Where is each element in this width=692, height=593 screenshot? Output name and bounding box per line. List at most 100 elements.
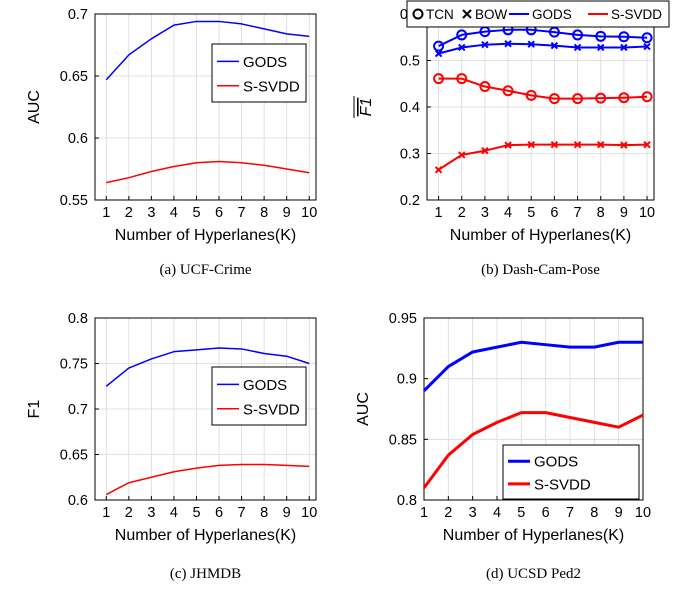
- y-tick-label: 0.65: [60, 448, 88, 464]
- data-point-x: [504, 141, 512, 149]
- legend-label: S-SVDD: [611, 7, 662, 22]
- chart-caption: (c) JHMDB: [170, 566, 241, 582]
- x-tick-label: 9: [283, 205, 291, 221]
- legend: TCN BOW GODS S-SVDD: [406, 0, 670, 28]
- data-point-circle: [548, 93, 560, 105]
- data-point-x: [620, 141, 628, 149]
- series-line-2: [438, 77, 648, 100]
- chart-caption: (d) UCSD Ped2: [486, 566, 581, 582]
- plot-frame: [423, 317, 644, 501]
- x-tick-label: 9: [283, 505, 291, 521]
- data-point-x: [481, 147, 489, 155]
- data-point-circle: [641, 32, 653, 44]
- x-tick-label: 4: [493, 505, 501, 521]
- data-point-circle: [641, 91, 653, 103]
- y-tick-label: 0.75: [60, 357, 88, 373]
- x-tick-label: 8: [597, 205, 605, 221]
- x-tick-label: 1: [102, 505, 110, 521]
- y-tick-label: 0.4: [400, 100, 420, 116]
- x-tick-label: 6: [542, 505, 550, 521]
- y-tick-label: 0.95: [389, 311, 417, 327]
- x-tick-label: 2: [125, 505, 133, 521]
- x-tick-label: 2: [125, 205, 133, 221]
- data-point-x: [458, 43, 466, 52]
- x-axis-label: Number of Hyperlanes(K): [450, 227, 631, 244]
- series-line-1: [438, 42, 648, 55]
- legend-label: S-SVDD: [243, 401, 300, 418]
- data-point-circle: [595, 92, 607, 104]
- legend-label: BOW: [475, 7, 508, 22]
- legend: GODS S-SVDD: [211, 43, 307, 103]
- x-tick-label: 2: [458, 205, 466, 221]
- legend-label: S-SVDD: [534, 476, 591, 493]
- y-tick-label: 0.85: [389, 432, 417, 448]
- x-tick-label: 9: [620, 205, 628, 221]
- y-tick-label: 0.5: [400, 54, 420, 70]
- data-point-x: [550, 41, 559, 50]
- y-axis-label: AUC: [355, 392, 372, 426]
- y-tick-label: 0.7: [68, 402, 88, 418]
- x-tick-label: 7: [238, 205, 246, 221]
- legend: GODS S-SVDD: [502, 444, 640, 500]
- data-point-x: [504, 40, 512, 48]
- x-tick-label: 4: [170, 205, 178, 221]
- x-tick-label: 7: [238, 505, 246, 521]
- legend-box: [406, 0, 670, 28]
- series-line-0: [105, 20, 310, 81]
- legend-box: [211, 366, 307, 426]
- x-tick-label: 5: [192, 205, 200, 221]
- chart-panel-d: 1 2 3 4 5 6 7 8 9 10 0.8 0.85 0.9 0.95 Number of Hyper…: [355, 311, 651, 582]
- y-tick-label: 0.8: [397, 493, 417, 509]
- x-axis-label: Number of Hyperlanes(K): [115, 527, 296, 544]
- x-tick-label: 7: [574, 205, 582, 221]
- data-point-circle: [572, 29, 584, 41]
- series-line-1: [106, 160, 310, 184]
- x-tick-label: 2: [444, 505, 452, 521]
- data-point-x: [481, 40, 489, 49]
- x-tick-label: 10: [635, 505, 651, 521]
- x-tick-label: 8: [260, 205, 268, 221]
- chart-panel-c: 1 2 3 4 5 6 7 8 9 10 0.6 0.65 0.7 0.75 0.8 Number of Hy…: [26, 311, 317, 582]
- x-tick-label: 3: [147, 205, 155, 221]
- x-tick-label: 6: [550, 205, 558, 221]
- legend-label: GODS: [534, 454, 578, 471]
- data-point-x: [620, 43, 628, 52]
- data-point-circle: [456, 73, 468, 85]
- x-tick-label: 9: [615, 505, 623, 521]
- y-tick-label: 0.65: [60, 69, 88, 85]
- series-line-0: [422, 340, 643, 392]
- legend-label: TCN: [426, 7, 454, 22]
- y-tick-label: 0.6: [68, 493, 88, 509]
- x-tick-label: 3: [147, 505, 155, 521]
- data-point-x: [527, 140, 535, 149]
- data-point-circle: [479, 81, 491, 93]
- data-point-circle: [595, 30, 607, 42]
- legend-circle-marker: [412, 8, 424, 20]
- series-line-3: [438, 143, 648, 171]
- series-line-0: [105, 347, 310, 387]
- data-point-x: [434, 166, 443, 174]
- x-tick-label: 4: [170, 505, 178, 521]
- data-point-x: [643, 140, 651, 149]
- chart-panel-a: 1 2 3 4 5 6 7 8 9 10 0.55 0.6 0.65 0.7 Number of Hyper…: [26, 7, 317, 278]
- data-point-x: [597, 140, 605, 149]
- series-line-1: [105, 463, 310, 496]
- data-point-x: [573, 140, 582, 149]
- x-tick-label: 7: [566, 505, 574, 521]
- y-axis-label: F1: [358, 98, 375, 117]
- data-point-x: [643, 42, 651, 51]
- x-tick-label: 6: [215, 205, 223, 221]
- x-tick-label: 1: [435, 205, 443, 221]
- series-line-0: [438, 28, 648, 47]
- data-point-circle: [618, 31, 630, 43]
- legend-label: GODS: [532, 7, 572, 22]
- x-tick-label: 6: [215, 505, 223, 521]
- x-tick-label: 3: [481, 205, 489, 221]
- y-tick-label: 0.55: [60, 193, 88, 209]
- legend: GODS S-SVDD: [211, 366, 307, 426]
- x-tick-label: 8: [260, 505, 268, 521]
- y-axis-label: AUC: [26, 90, 43, 124]
- legend-label: GODS: [243, 377, 287, 394]
- x-tick-label: 10: [639, 205, 655, 221]
